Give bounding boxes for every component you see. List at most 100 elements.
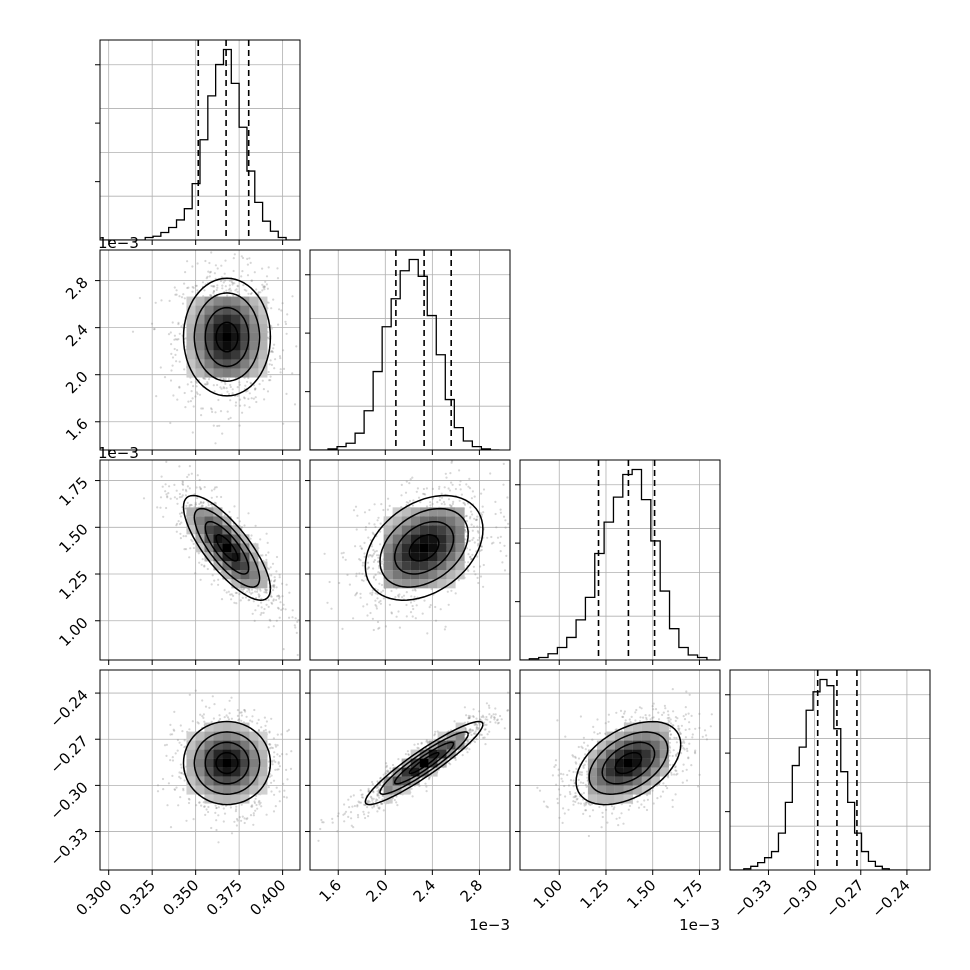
scatter-point	[169, 826, 173, 829]
scatter-point	[247, 512, 250, 515]
scatter-point	[212, 424, 215, 427]
panel-r1-c1	[305, 249, 511, 455]
scatter-point	[207, 270, 210, 273]
density-cell	[231, 740, 241, 750]
scatter-point	[276, 733, 279, 736]
scatter-point	[470, 523, 473, 526]
scatter-point	[411, 615, 414, 618]
density-cell	[428, 570, 438, 580]
scatter-point	[494, 500, 497, 503]
scatter-point	[275, 586, 278, 589]
scatter-point	[269, 619, 272, 622]
scatter-point	[338, 581, 341, 585]
density-cell	[231, 543, 241, 553]
density-cell	[204, 722, 214, 732]
scatter-point	[467, 561, 470, 564]
density-cell	[249, 359, 259, 369]
scatter-point	[191, 397, 194, 400]
scatter-point	[277, 594, 280, 597]
scatter-point	[281, 302, 284, 305]
scatter-point	[273, 580, 276, 583]
scatter-point	[255, 400, 258, 404]
scatter-point	[176, 749, 179, 752]
density-cell	[204, 776, 214, 786]
density-cell	[213, 516, 223, 526]
scatter-point	[207, 378, 211, 381]
scatter-point	[213, 272, 216, 275]
scatter-point	[475, 518, 478, 521]
scatter-point	[268, 379, 271, 382]
scatter-point	[259, 538, 262, 541]
scatter-point	[163, 744, 167, 747]
scatter-point	[405, 603, 408, 607]
density-cell	[222, 341, 232, 351]
density-cell	[186, 296, 196, 306]
scatter-point	[273, 580, 276, 583]
scatter-point	[184, 337, 187, 340]
density-cell	[249, 552, 259, 562]
scatter-point	[431, 502, 434, 506]
scatter-point	[378, 601, 381, 604]
scatter-point	[494, 707, 497, 710]
scatter-point	[416, 746, 419, 749]
scatter-point	[251, 804, 254, 807]
scatter-point	[355, 575, 358, 578]
scatter-point	[469, 515, 472, 518]
scatter-point	[476, 555, 479, 558]
scatter-point	[180, 772, 183, 775]
scatter-point	[331, 821, 334, 824]
contour-line	[204, 520, 250, 575]
scatter-point	[169, 723, 172, 726]
scatter-point	[243, 708, 246, 712]
scatter-point	[279, 371, 282, 374]
scatter-point	[253, 801, 256, 805]
scatter-point	[243, 821, 246, 825]
scatter-point	[178, 360, 181, 363]
scatter-point	[397, 594, 400, 597]
density-cell	[213, 731, 223, 741]
contour-line	[182, 720, 272, 806]
scatter-point	[251, 720, 254, 723]
scatter-point	[224, 382, 227, 385]
scatter-point	[216, 284, 219, 287]
scatter-point	[276, 595, 279, 598]
scatter-point	[288, 591, 291, 594]
scatter-point	[218, 714, 221, 717]
density-cell	[383, 552, 393, 562]
scatter-point	[409, 478, 412, 481]
x-tick-label: 0.400	[246, 876, 289, 919]
density-cell	[204, 359, 214, 369]
density-cell	[240, 758, 250, 768]
scatter-point	[449, 505, 452, 508]
scatter-point	[205, 808, 208, 811]
scatter-point	[222, 820, 225, 823]
scatter-point	[258, 803, 261, 806]
scatter-point	[153, 328, 156, 331]
scatter-point	[204, 705, 208, 708]
scatter-point	[235, 288, 238, 291]
scatter-point	[219, 717, 222, 721]
density-cell	[258, 368, 268, 378]
scatter-point	[173, 483, 176, 486]
density-cell	[204, 552, 214, 562]
scatter-point	[203, 289, 206, 292]
density-cell	[195, 749, 205, 759]
scatter-point	[184, 548, 188, 551]
scatter-point	[502, 515, 506, 518]
scatter-point	[431, 497, 434, 500]
scatter-point	[415, 604, 418, 607]
scatter-point	[169, 421, 172, 425]
scatter-point	[267, 786, 270, 789]
contour-line	[393, 520, 455, 575]
scatter-point	[277, 762, 280, 765]
scatter-point	[183, 779, 186, 782]
scatter-point	[187, 400, 190, 403]
scatter-point	[279, 357, 282, 360]
scatter-point	[189, 400, 192, 403]
density-cell	[204, 543, 214, 553]
scatter-point	[259, 801, 262, 804]
scatter-point	[376, 597, 379, 600]
scatter-point	[370, 797, 374, 800]
scatter-point	[468, 716, 471, 720]
scatter-point	[203, 805, 206, 808]
